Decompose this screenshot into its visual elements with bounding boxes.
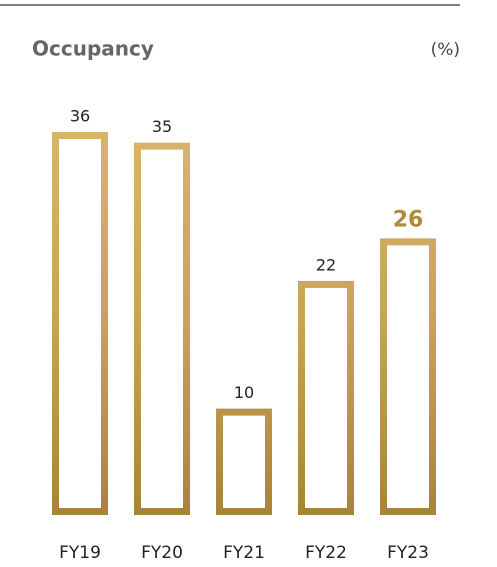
chart-title: Occupancy <box>32 37 154 61</box>
x-tick-label: FY19 <box>59 543 101 563</box>
x-tick-label: FY21 <box>223 543 265 563</box>
value-label: 35 <box>152 117 172 136</box>
value-label: 26 <box>393 207 424 232</box>
bar <box>380 238 436 515</box>
bar <box>52 132 108 515</box>
bar <box>298 280 354 516</box>
x-tick-label: FY22 <box>305 543 347 563</box>
bar <box>216 408 272 515</box>
unit-label: (%) <box>431 40 460 60</box>
x-tick-label: FY20 <box>141 543 183 563</box>
x-tick-label: FY23 <box>387 543 429 563</box>
value-label: 10 <box>234 383 254 402</box>
bar <box>134 142 190 515</box>
value-label: 36 <box>70 107 90 126</box>
value-label: 22 <box>316 255 336 274</box>
